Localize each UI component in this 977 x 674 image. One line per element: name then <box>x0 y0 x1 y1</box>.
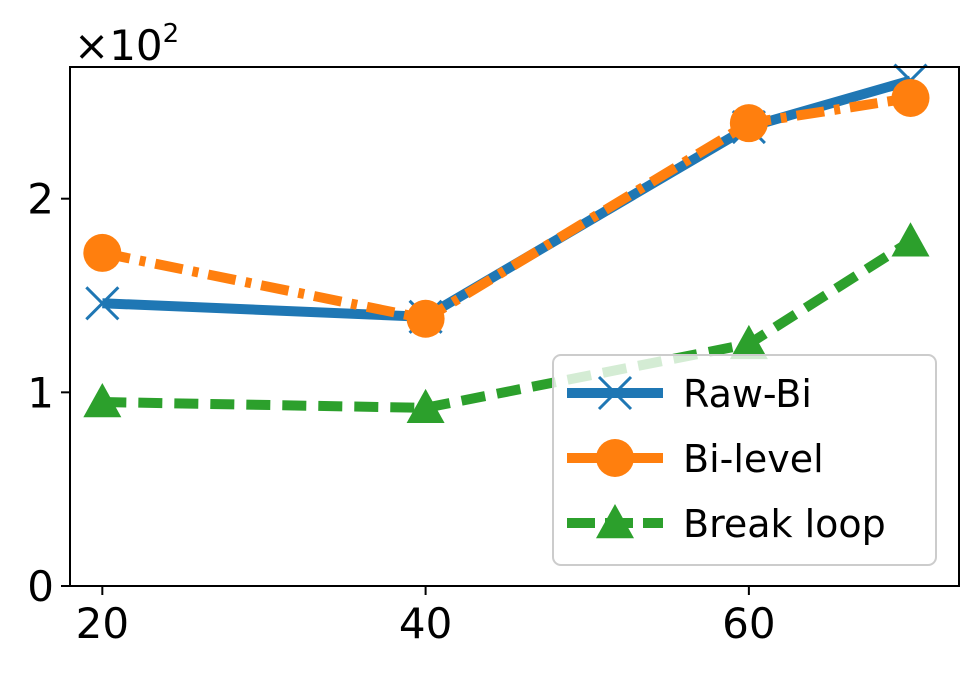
legend-box <box>552 354 937 566</box>
data-point <box>891 222 930 257</box>
y-axis-multiplier: ×102 <box>74 19 179 70</box>
legend-item: Bi-level <box>567 437 824 481</box>
legend-label: Break loop <box>683 502 886 546</box>
plot-area-frame <box>69 66 960 587</box>
data-point <box>83 233 122 272</box>
series-raw-bi <box>85 63 928 334</box>
series-bi-level <box>83 78 930 338</box>
x-tick-label: 20 <box>76 599 129 648</box>
legend-item: Break loop <box>567 502 886 546</box>
legend-item: Raw-Bi <box>567 372 812 416</box>
data-point <box>729 104 768 143</box>
data-point <box>406 388 445 424</box>
data-point <box>891 78 930 117</box>
x-tick-label: 60 <box>722 599 775 648</box>
series-line <box>101 93 912 324</box>
legend-swatch-marker <box>596 504 634 539</box>
data-point <box>83 383 122 418</box>
axes-layer: 20 40 60 0 1 2 <box>27 175 775 648</box>
y-tick-label: 2 <box>27 175 54 224</box>
legend-label: Raw-Bi <box>683 372 812 416</box>
legend-label: Bi-level <box>683 437 824 481</box>
legend: Raw-Bi Bi-level Break loop <box>552 354 937 566</box>
x-tick-label: 40 <box>399 599 452 648</box>
y-tick-label: 1 <box>27 368 54 417</box>
legend-swatch-marker <box>596 439 634 477</box>
legend-swatch-marker <box>597 375 633 411</box>
data-point <box>85 286 120 321</box>
data-point <box>406 299 445 338</box>
data-point <box>729 324 768 360</box>
series-line <box>102 75 912 322</box>
y-tick-label: 0 <box>27 562 54 611</box>
